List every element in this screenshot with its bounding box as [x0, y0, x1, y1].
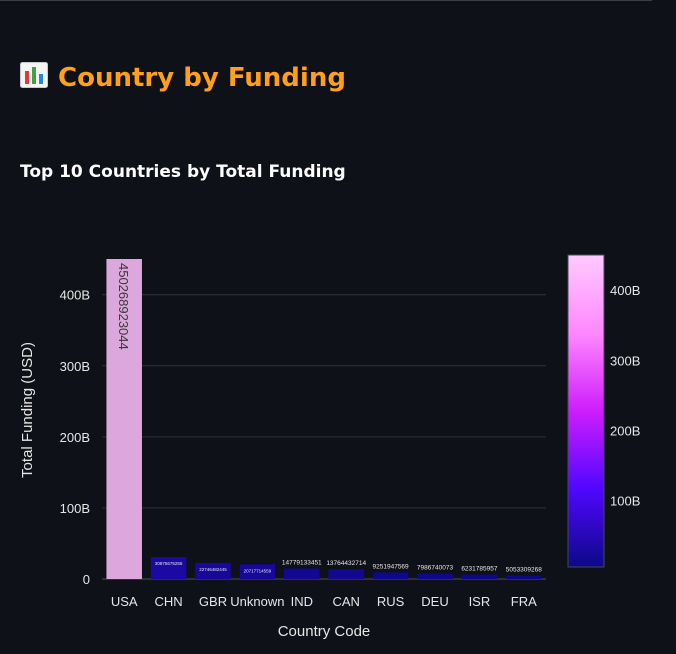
top-divider [0, 0, 652, 1]
bar-isr [461, 574, 498, 579]
bar-unknown [239, 564, 276, 579]
chart-title: Top 10 Countries by Total Funding [20, 162, 346, 182]
bar-value-label: 14779133451 [282, 559, 322, 566]
y-tick-label: 100B [60, 501, 90, 516]
bar-value-label: 450268923044 [116, 263, 131, 350]
x-tick-label: RUS [377, 594, 405, 609]
x-tick-label: USA [111, 594, 138, 609]
bar-value-label: 20717714559 [244, 568, 272, 573]
x-tick-label: CHN [155, 594, 183, 609]
page-header: Country by Funding [20, 62, 346, 93]
bar-value-label: 7986740073 [417, 564, 454, 571]
grid-lines [102, 294, 546, 580]
colorbar-ticks: 100B 200B 300B 400B [610, 283, 640, 508]
bar-fra [506, 575, 542, 579]
bar-gbr [195, 562, 231, 579]
page-title: Country by Funding [58, 62, 346, 93]
bars: 450268923044 30875675255 22746482445 207177… [106, 259, 542, 579]
bar-chn [150, 557, 187, 579]
x-tick-label: DEU [421, 594, 448, 609]
x-tick-label: GBR [199, 594, 227, 609]
bar-chart-icon [20, 62, 48, 93]
bar-value-label: 22746482445 [199, 567, 227, 572]
x-axis-ticks: USA CHN GBR Unknown IND CAN RUS DEU ISR FRA [111, 594, 537, 609]
colorbar-tick-label: 200B [610, 423, 640, 438]
x-tick-label: ISR [469, 594, 491, 609]
x-axis-label: Country Code [278, 623, 371, 640]
y-axis-ticks: 0 100B 200B 300B 400B [60, 288, 90, 587]
colorbar-tick-label: 300B [610, 353, 640, 368]
y-tick-label: 200B [60, 430, 90, 445]
x-tick-label: FRA [511, 594, 537, 609]
colorbar: 100B 200B 300B 400B [567, 254, 640, 568]
bar-value-label: 13764432714 [326, 560, 366, 567]
y-tick-label: 400B [60, 288, 90, 303]
bar-value-label: 30875675255 [155, 561, 183, 566]
x-tick-label: IND [291, 594, 313, 609]
y-tick-label: 300B [60, 359, 90, 374]
colorbar-tick-label: 100B [610, 493, 640, 508]
bar-rus [372, 572, 409, 579]
bar-usa [106, 259, 142, 579]
y-tick-label: 0 [83, 572, 90, 587]
x-tick-label: CAN [332, 594, 359, 609]
bar-ind [284, 568, 320, 579]
bar-deu [417, 573, 453, 579]
bar-value-label: 6231785957 [461, 566, 498, 573]
bar-can [328, 569, 364, 579]
bar-value-label: 5053309268 [506, 566, 543, 573]
x-tick-label: Unknown [230, 594, 284, 609]
colorbar-tick-label: 400B [610, 283, 640, 298]
colorbar-gradient [567, 254, 605, 568]
bar-value-label: 9251947569 [373, 563, 410, 570]
y-axis-label: Total Funding (USD) [19, 342, 36, 478]
